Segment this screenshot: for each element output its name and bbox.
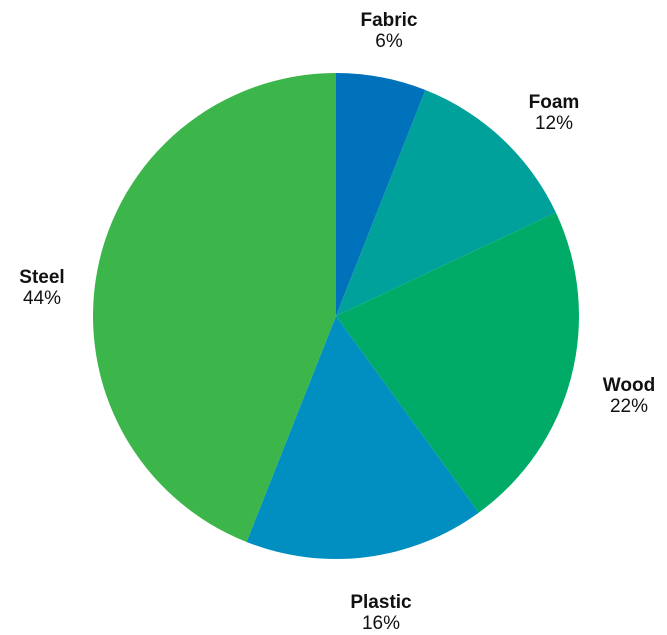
slice-value-foam: 12%	[535, 113, 573, 134]
slice-value-steel: 44%	[23, 288, 61, 309]
slice-value-fabric: 6%	[375, 31, 403, 52]
slice-name-plastic: Plastic	[350, 592, 412, 613]
pie-slice-plastic	[246, 316, 479, 560]
slice-name-fabric: Fabric	[360, 10, 417, 31]
pie-slice-steel	[92, 72, 336, 542]
slice-value-plastic: 16%	[362, 613, 400, 634]
slice-name-foam: Foam	[529, 92, 580, 113]
pie-slice-fabric	[336, 73, 426, 316]
slice-value-wood: 22%	[610, 396, 648, 417]
pie-slice-wood	[336, 212, 579, 513]
pie-slice-foam	[336, 90, 556, 316]
slice-name-steel: Steel	[19, 267, 64, 288]
slice-name-wood: Wood	[603, 375, 655, 396]
